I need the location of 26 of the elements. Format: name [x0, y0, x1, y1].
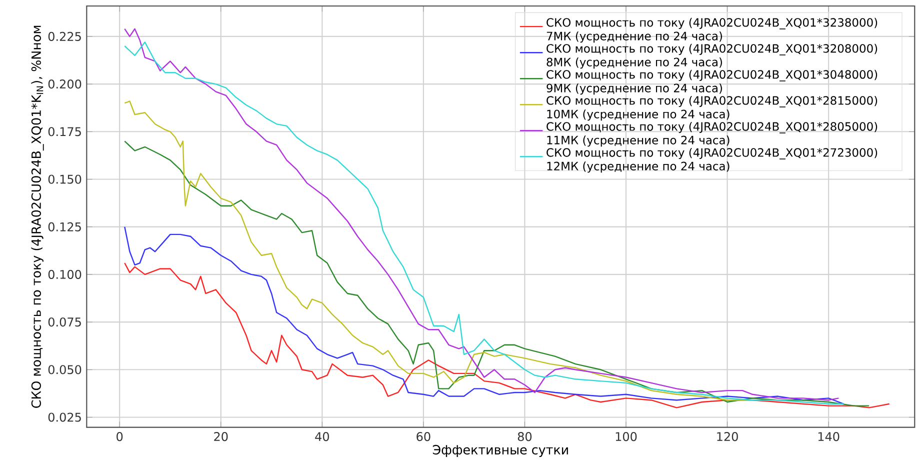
x-axis-title: Эффективные сутки — [432, 444, 568, 457]
y-tick-label: 0.200 — [48, 80, 82, 89]
x-tick-label: 80 — [518, 432, 532, 442]
x-tick-label: 120 — [717, 432, 738, 442]
legend-label: СКО мощность по току (4JRA02CU024B_XQ01*3238000) 7МК (усреднение по 24 часа) — [546, 18, 878, 43]
legend-label: СКО мощность по току (4JRA02CU024B_XQ01*3208000) 8МК (усреднение по 24 часа) — [546, 44, 878, 69]
legend-label: СКО мощность по току (4JRA02CU024B_XQ01*2815000) 10МК (усреднение по 24 часа) — [546, 96, 878, 121]
line-series — [124, 226, 844, 404]
y-tick-label: 0.075 — [48, 317, 81, 327]
x-tick-label: 100 — [616, 432, 637, 442]
y-tick-label: 0.100 — [48, 270, 82, 279]
y-tick-label: 0.050 — [48, 365, 82, 374]
x-tick-label: 60 — [416, 432, 430, 442]
y-tick-label: 0.175 — [48, 127, 81, 136]
x-tick-label: 0 — [116, 432, 123, 442]
y-tick-label: 0.150 — [48, 174, 82, 184]
x-tick-label: 140 — [818, 432, 840, 442]
y-tick-label: 0.025 — [48, 412, 81, 422]
y-tick-label: 0.225 — [48, 32, 81, 41]
y-axis-title: СКО мощность по току (4JRA02CU024B_XQ01*K$_{IN}$), %Nном — [31, 26, 44, 408]
legend-label: СКО мощность по току (4JRA02CU024B_XQ01*2723000) 12МК (усреднение по 24 часа) — [546, 148, 878, 173]
x-tick-label: 40 — [315, 432, 329, 442]
legend-label: СКО мощность по току (4JRA02CU024B_XQ01*3048000) 9МК (усреднение по 24 часа) — [546, 70, 878, 95]
x-tick-label: 20 — [214, 432, 228, 442]
legend-label: СКО мощность по току (4JRA02CU024B_XQ01*2805000) 11МК (усреднение по 24 часа) — [546, 122, 878, 147]
y-tick-label: 0.125 — [48, 222, 81, 232]
